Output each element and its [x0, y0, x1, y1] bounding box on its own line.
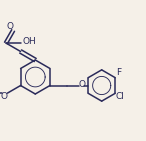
Text: O: O	[78, 80, 85, 89]
Text: OH: OH	[22, 37, 36, 46]
Text: O: O	[1, 92, 8, 101]
Text: O: O	[7, 22, 14, 31]
Text: F: F	[116, 68, 121, 77]
Text: Cl: Cl	[116, 92, 125, 101]
